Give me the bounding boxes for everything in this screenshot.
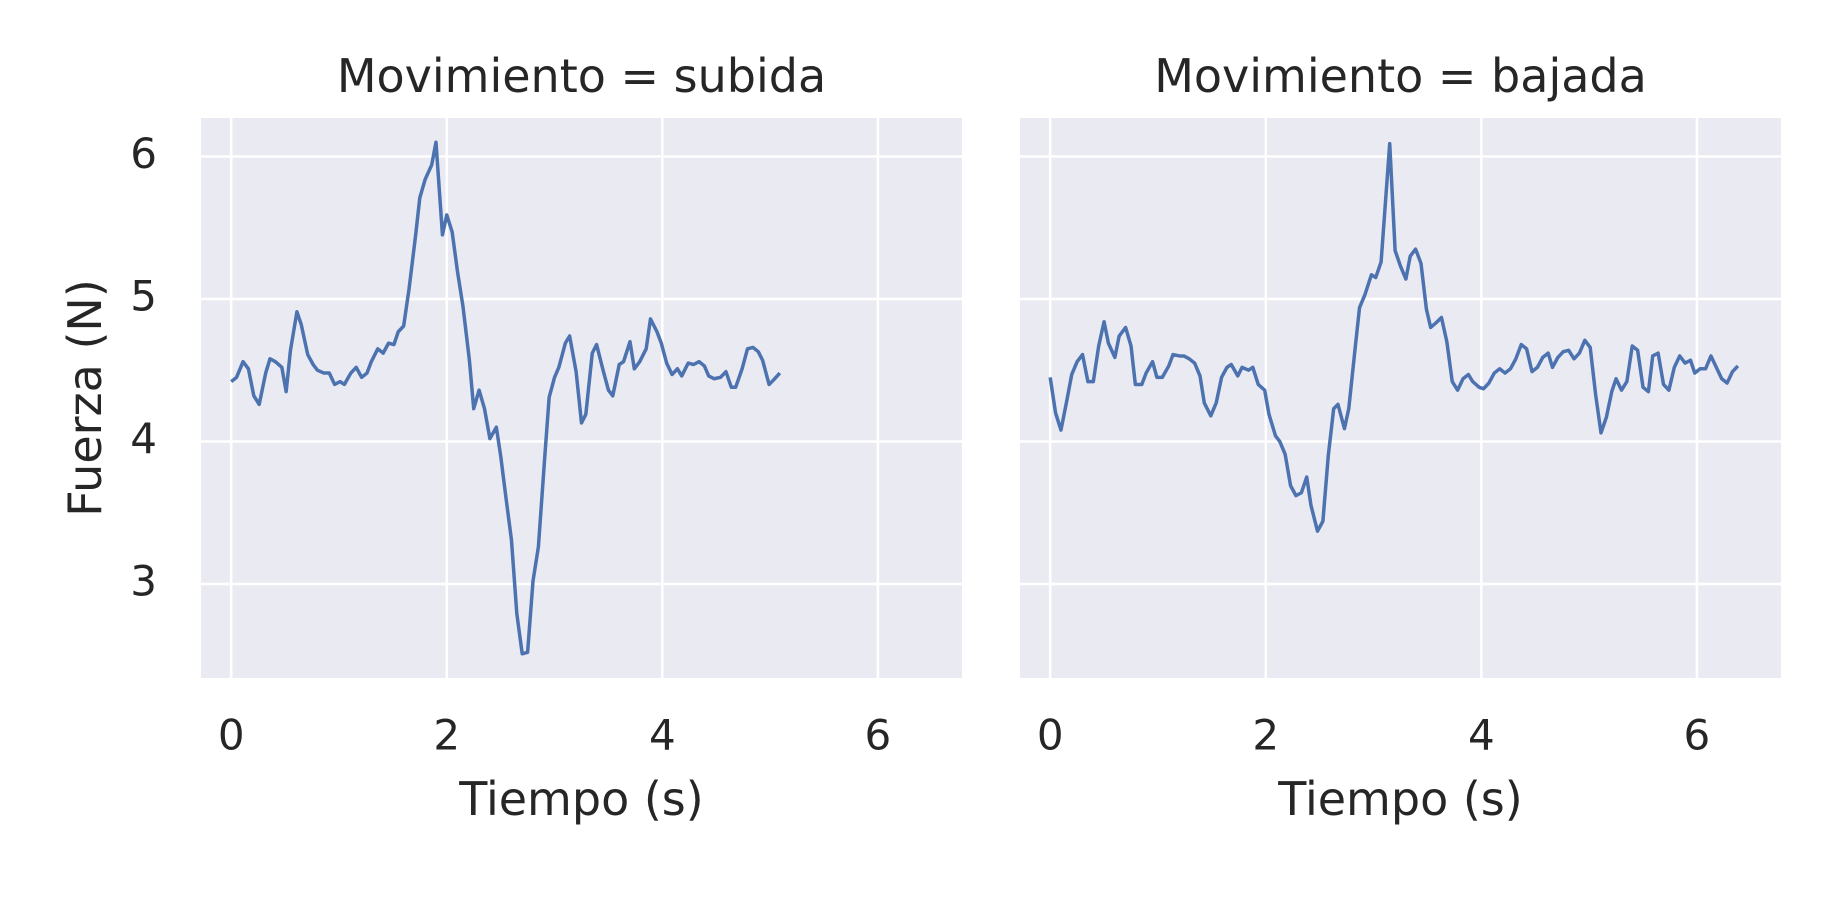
x-tick-label: 0 (218, 711, 245, 760)
plot-area (1020, 118, 1781, 678)
x-tick-label: 2 (1252, 711, 1279, 760)
plot-area (201, 118, 962, 678)
x-tick-label: 4 (649, 711, 676, 760)
y-tick-label: 3 (130, 556, 157, 605)
data-line (1048, 141, 1740, 533)
y-axis-label: Fuerza (N) (58, 279, 112, 517)
data-line (230, 140, 782, 656)
y-tick-label: 4 (130, 414, 157, 463)
panel-title: Movimiento = subida (337, 49, 826, 103)
x-tick-label: 0 (1037, 711, 1064, 760)
x-tick-label: 2 (433, 711, 460, 760)
x-axis-label: Tiempo (s) (458, 772, 703, 826)
panel: 0 2 4 6 3 4 5 6 Movimiento = subida Tiempo (s) Fue… (58, 49, 962, 826)
y-tick-label: 5 (130, 271, 157, 320)
panel: 0 2 4 6 Movimiento = bajada Tiempo (s) (1020, 49, 1781, 826)
x-tick-label: 6 (1684, 711, 1711, 760)
x-axis-label: Tiempo (s) (1277, 772, 1522, 826)
x-tick-label: 4 (1468, 711, 1495, 760)
x-tick-label: 6 (865, 711, 892, 760)
panel-title: Movimiento = bajada (1154, 49, 1647, 103)
y-tick-label: 6 (130, 129, 157, 178)
